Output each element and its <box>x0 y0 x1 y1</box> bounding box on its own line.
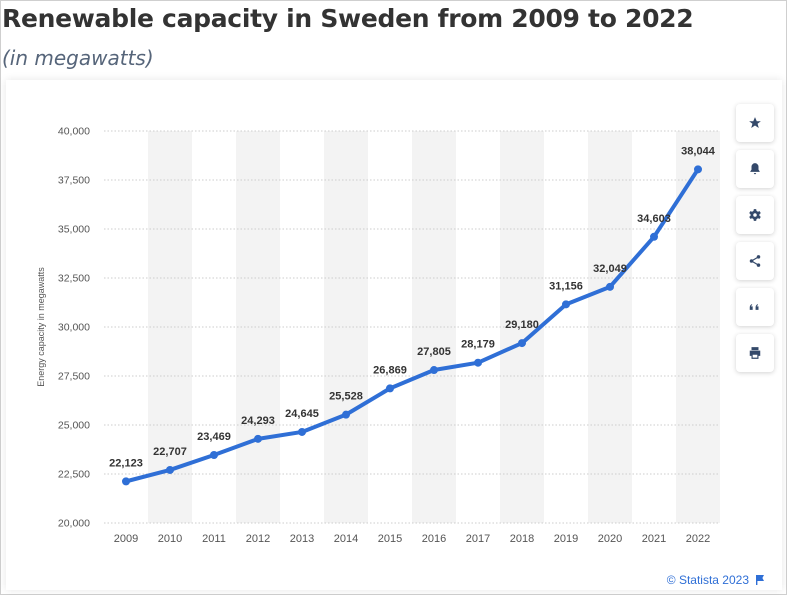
y-tick-label: 32,500 <box>58 273 90 285</box>
chart-title: Renewable capacity in Sweden from 2009 t… <box>2 4 694 33</box>
chart-toolbar <box>736 104 774 372</box>
share-icon <box>749 255 761 267</box>
data-point <box>122 477 130 486</box>
column-band <box>676 131 720 523</box>
x-tick-label: 2009 <box>114 533 138 545</box>
gear-icon <box>749 209 761 221</box>
data-label: 24,293 <box>241 415 275 427</box>
x-tick-label: 2016 <box>422 533 446 545</box>
x-tick-label: 2011 <box>202 533 226 545</box>
data-point <box>518 339 526 348</box>
notification-button[interactable] <box>736 150 774 188</box>
data-label: 28,179 <box>461 339 495 351</box>
y-tick-label: 25,000 <box>58 420 90 432</box>
data-label: 24,645 <box>285 408 319 420</box>
print-icon <box>749 347 761 359</box>
share-button[interactable] <box>736 242 774 280</box>
data-label: 32,049 <box>593 263 627 275</box>
x-tick-label: 2020 <box>598 533 622 545</box>
data-point <box>298 427 306 436</box>
x-tick-label: 2022 <box>686 533 710 545</box>
y-tick-label: 35,000 <box>58 224 90 236</box>
star-icon <box>749 117 761 128</box>
data-label: 23,469 <box>197 431 231 443</box>
data-label: 31,156 <box>549 280 583 292</box>
y-axis-label: Energy capacity in megawatts <box>36 267 46 387</box>
data-point <box>254 434 262 443</box>
chart-subtitle: (in megawatts) <box>2 46 154 70</box>
credit-text: © Statista 2023 <box>666 573 749 587</box>
data-point <box>650 232 658 241</box>
x-tick-label: 2014 <box>334 533 358 545</box>
y-tick-label: 27,500 <box>58 371 90 383</box>
y-tick-label: 37,500 <box>58 175 90 187</box>
data-point <box>166 465 174 474</box>
print-button[interactable] <box>736 334 774 372</box>
y-tick-label: 20,000 <box>58 518 90 530</box>
cite-button[interactable] <box>736 288 774 326</box>
data-point <box>474 358 482 367</box>
y-tick-label: 30,000 <box>58 322 90 334</box>
y-tick-label: 40,000 <box>58 126 90 138</box>
data-label: 22,123 <box>109 457 143 469</box>
data-label: 22,707 <box>153 446 187 458</box>
data-point <box>562 300 570 309</box>
favorite-button[interactable] <box>736 104 774 142</box>
settings-button[interactable] <box>736 196 774 234</box>
data-label: 34,603 <box>637 213 671 225</box>
data-point <box>430 366 438 375</box>
statista-credit[interactable]: © Statista 2023 <box>667 573 765 587</box>
data-label: 27,805 <box>417 346 451 358</box>
data-label: 38,044 <box>681 145 716 157</box>
x-tick-label: 2013 <box>290 533 314 545</box>
data-label: 29,180 <box>505 319 539 331</box>
flag-icon <box>756 575 764 585</box>
x-tick-label: 2010 <box>158 533 182 545</box>
y-tick-label: 22,500 <box>58 469 90 481</box>
x-tick-label: 2018 <box>510 533 534 545</box>
x-tick-label: 2017 <box>466 533 490 545</box>
data-point <box>210 451 218 460</box>
data-point <box>606 282 614 291</box>
x-tick-label: 2012 <box>246 533 270 545</box>
x-tick-label: 2015 <box>378 533 402 545</box>
x-tick-label: 2021 <box>642 533 666 545</box>
data-point <box>386 384 394 393</box>
series-line <box>124 167 700 484</box>
x-tick-label: 2019 <box>554 533 578 545</box>
quote-icon <box>749 304 759 310</box>
data-point <box>342 410 350 419</box>
chart-panel <box>6 80 782 590</box>
data-label: 26,869 <box>373 364 407 376</box>
data-label: 25,528 <box>329 391 363 403</box>
data-point <box>694 165 702 174</box>
bell-icon <box>750 163 760 175</box>
